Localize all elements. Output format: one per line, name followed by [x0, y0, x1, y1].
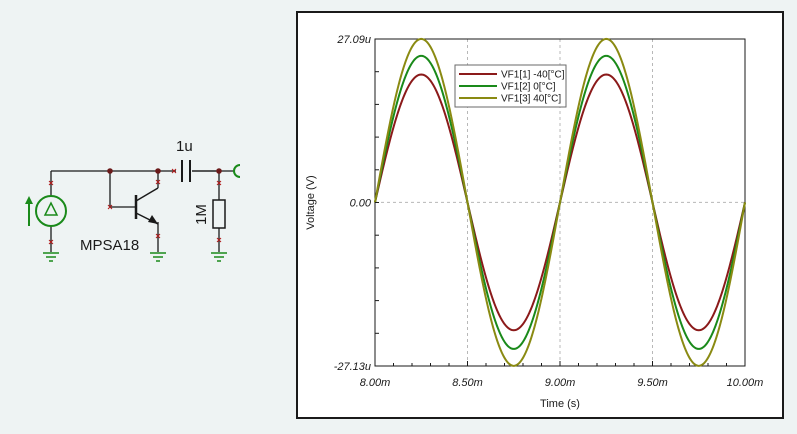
- voltage-source-symbol: [25, 195, 67, 227]
- junction-nodes: [107, 168, 222, 174]
- x-tick-label: 8.50m: [452, 377, 483, 389]
- x-tick-label: 9.50m: [637, 377, 668, 389]
- legend-label: VF1[1] -40[°C]: [501, 70, 565, 81]
- y-axis-title: Voltage (V): [305, 175, 317, 229]
- voltage-time-chart: 8.00m 8.50m 9.00m 9.50m 10.00m -27.13u 0.00 27.…: [305, 34, 764, 410]
- y-tick-label: 0.00: [350, 197, 372, 209]
- pin-markers: [48, 168, 222, 245]
- ground-symbols: [43, 252, 227, 262]
- x-tick-label: 9.00m: [545, 377, 576, 389]
- transistor-label: MPSA18: [80, 237, 139, 254]
- y-tick-label: -27.13u: [334, 361, 371, 373]
- series-line: [374, 37, 746, 367]
- legend-label: VF1[3] 40[°C]: [501, 94, 561, 105]
- y-tick-label: 27.09u: [336, 34, 371, 46]
- x-tick-label: 8.00m: [360, 377, 391, 389]
- legend[interactable]: VF1[1] -40[°C]VF1[2] 0[°C]VF1[3] 40[°C]: [454, 64, 567, 108]
- legend-label: VF1[2] 0[°C]: [501, 82, 556, 93]
- circuit-schematic: 1u 1M MPSA18: [25, 138, 241, 262]
- capacitor-symbol: [176, 160, 192, 182]
- x-axis-title: Time (s): [540, 398, 580, 410]
- capacitor-label: 1u: [176, 138, 193, 155]
- transistor-symbol: [134, 187, 159, 225]
- resistor-label: 1M: [193, 204, 210, 225]
- plot-panel: 8.00m 8.50m 9.00m 9.50m 10.00m -27.13u 0.00 27.…: [296, 11, 784, 419]
- x-tick-label: 10.00m: [727, 377, 764, 389]
- output-terminal: [233, 164, 241, 178]
- series-lines: [374, 37, 746, 367]
- axes: 8.00m 8.50m 9.00m 9.50m 10.00m -27.13u 0.00 27.…: [334, 34, 764, 389]
- resistor-symbol: [212, 199, 226, 229]
